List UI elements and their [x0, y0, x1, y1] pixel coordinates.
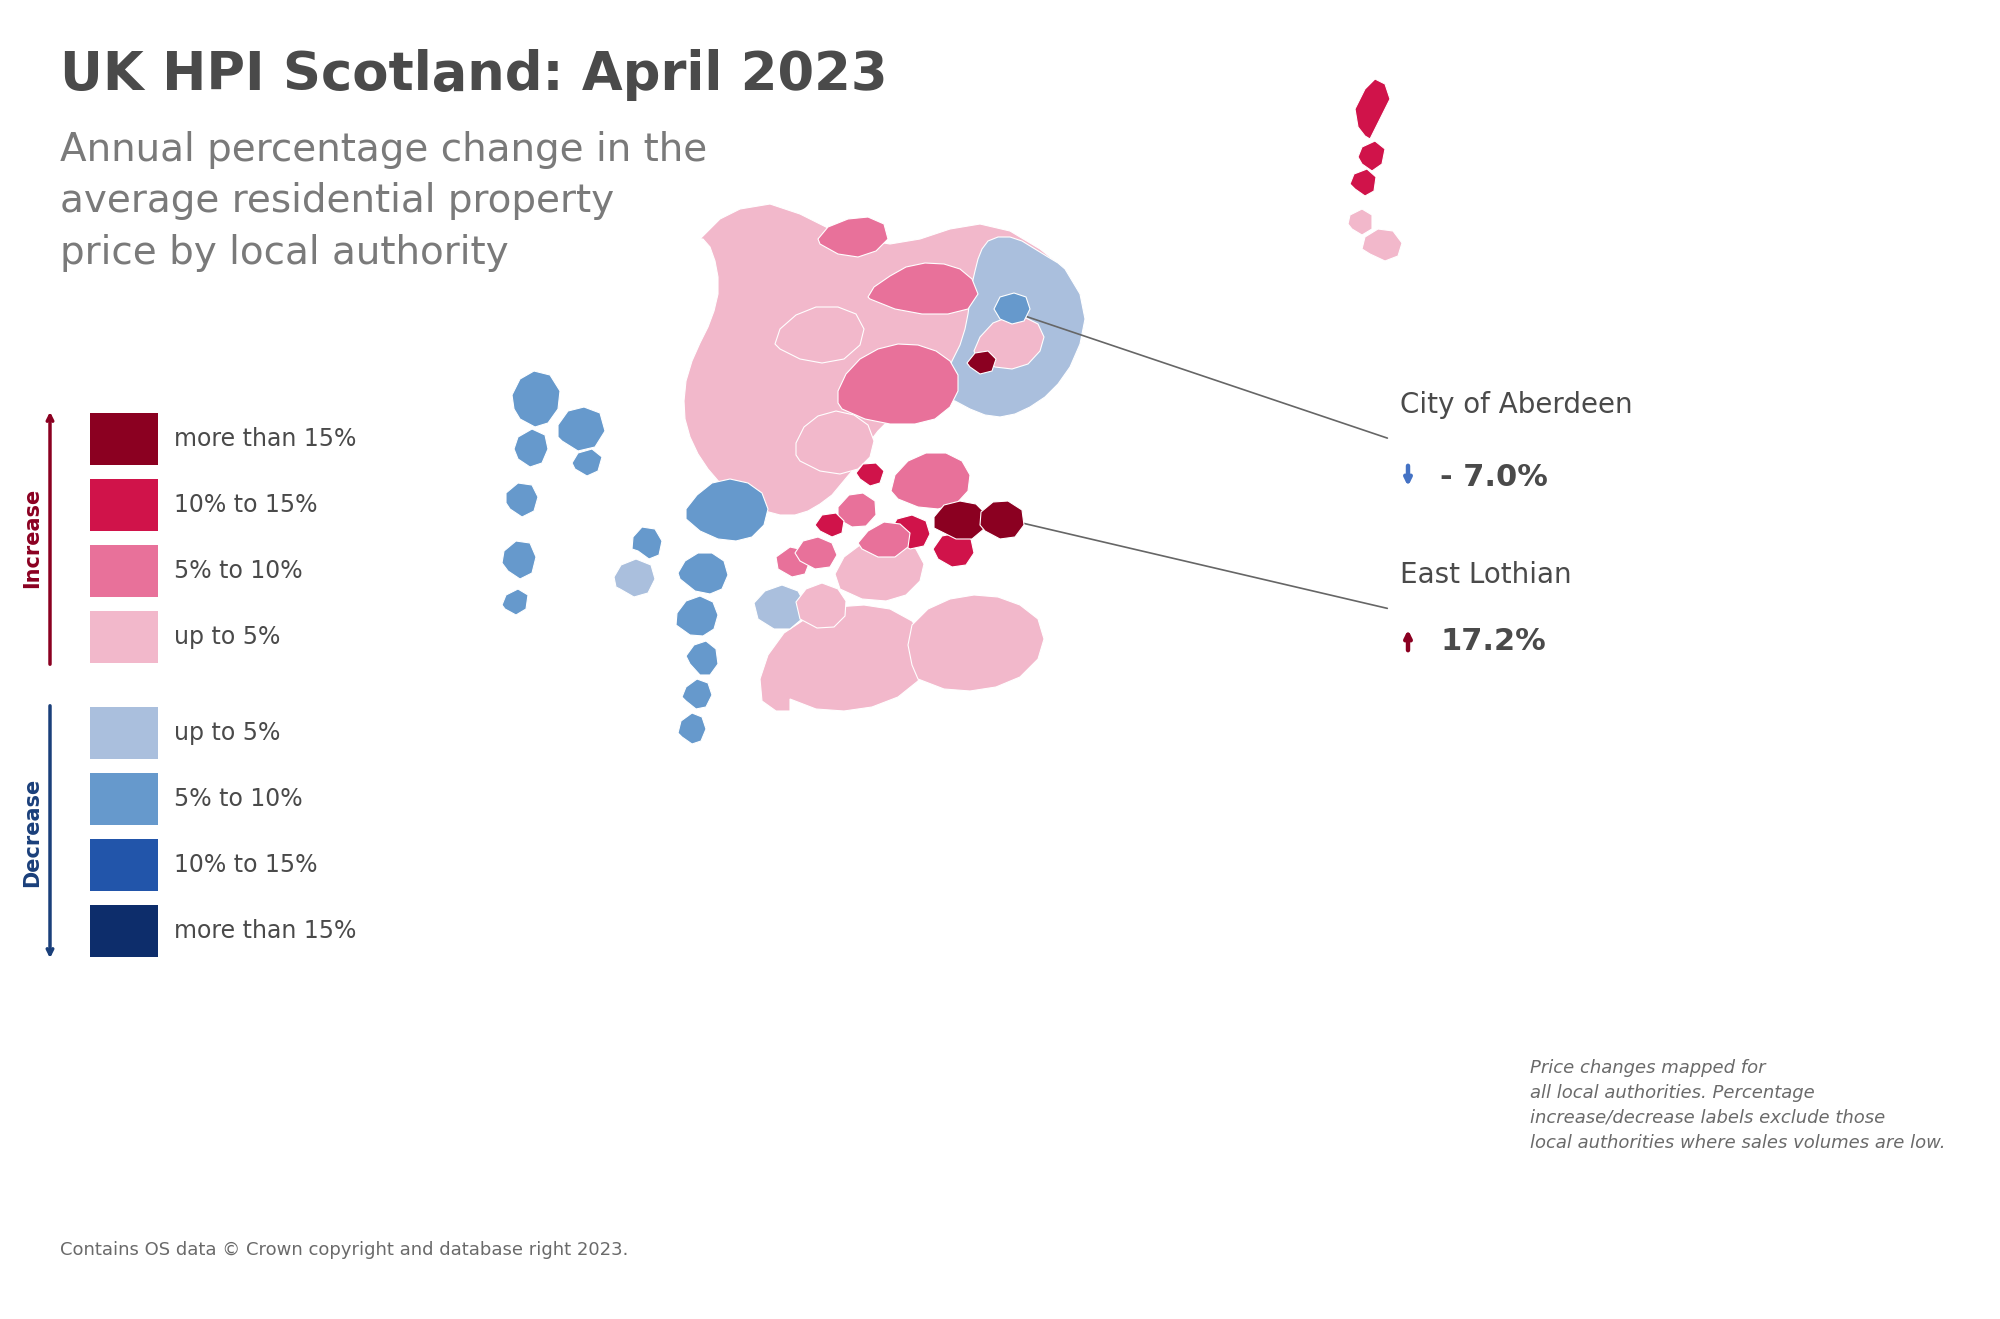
Polygon shape [816, 513, 844, 537]
Polygon shape [1362, 230, 1402, 261]
Polygon shape [796, 537, 836, 568]
Polygon shape [686, 641, 718, 675]
Polygon shape [838, 344, 958, 423]
FancyBboxPatch shape [90, 545, 158, 598]
Text: Price changes mapped for
all local authorities. Percentage
increase/decrease lab: Price changes mapped for all local autho… [1530, 1059, 1946, 1151]
FancyBboxPatch shape [90, 707, 158, 758]
Polygon shape [796, 412, 874, 474]
Polygon shape [678, 714, 706, 744]
FancyBboxPatch shape [90, 479, 158, 532]
Polygon shape [682, 679, 712, 710]
Polygon shape [940, 237, 1084, 417]
Polygon shape [838, 493, 876, 528]
Polygon shape [678, 553, 728, 594]
Polygon shape [932, 533, 974, 567]
FancyBboxPatch shape [90, 773, 158, 824]
Polygon shape [506, 483, 538, 517]
Text: City of Aberdeen: City of Aberdeen [1400, 390, 1632, 419]
Polygon shape [1350, 169, 1376, 197]
Polygon shape [776, 547, 810, 576]
Text: Increase: Increase [22, 488, 42, 588]
Polygon shape [614, 559, 656, 598]
Polygon shape [858, 522, 910, 557]
Text: Annual percentage change in the
average residential property
price by local auth: Annual percentage change in the average … [60, 131, 708, 272]
Polygon shape [754, 586, 804, 629]
Text: more than 15%: more than 15% [174, 919, 356, 943]
Polygon shape [890, 514, 930, 549]
Polygon shape [676, 596, 718, 636]
Polygon shape [974, 317, 1044, 369]
Polygon shape [572, 448, 602, 476]
Polygon shape [908, 595, 1044, 691]
FancyBboxPatch shape [90, 839, 158, 892]
Text: up to 5%: up to 5% [174, 625, 280, 649]
Polygon shape [1348, 208, 1372, 235]
Polygon shape [760, 605, 928, 711]
Polygon shape [514, 429, 548, 467]
Polygon shape [684, 204, 1084, 514]
Text: up to 5%: up to 5% [174, 721, 280, 745]
Polygon shape [892, 452, 970, 509]
Text: Decrease: Decrease [22, 777, 42, 886]
Polygon shape [818, 218, 888, 257]
Polygon shape [836, 539, 924, 601]
Polygon shape [796, 583, 846, 628]
Text: Contains OS data © Crown copyright and database right 2023.: Contains OS data © Crown copyright and d… [60, 1241, 628, 1260]
Polygon shape [558, 408, 604, 451]
Polygon shape [1356, 79, 1390, 138]
Polygon shape [934, 501, 986, 539]
Text: - 7.0%: - 7.0% [1440, 463, 1548, 492]
Polygon shape [776, 307, 864, 363]
Polygon shape [512, 371, 560, 427]
Polygon shape [686, 479, 768, 541]
FancyBboxPatch shape [90, 611, 158, 663]
FancyBboxPatch shape [90, 413, 158, 466]
Polygon shape [502, 590, 528, 615]
Text: 5% to 10%: 5% to 10% [174, 559, 302, 583]
FancyBboxPatch shape [90, 905, 158, 958]
Text: 5% to 10%: 5% to 10% [174, 787, 302, 811]
Text: more than 15%: more than 15% [174, 427, 356, 451]
Polygon shape [868, 262, 978, 314]
Polygon shape [1358, 141, 1384, 171]
Text: 10% to 15%: 10% to 15% [174, 493, 318, 517]
Text: 10% to 15%: 10% to 15% [174, 853, 318, 877]
Polygon shape [856, 463, 884, 485]
Text: East Lothian: East Lothian [1400, 561, 1572, 590]
Polygon shape [502, 541, 536, 579]
Polygon shape [968, 351, 996, 375]
Polygon shape [980, 501, 1024, 539]
Polygon shape [632, 528, 662, 559]
Text: UK HPI Scotland: April 2023: UK HPI Scotland: April 2023 [60, 49, 888, 102]
Text: 17.2%: 17.2% [1440, 627, 1546, 656]
Polygon shape [994, 293, 1030, 324]
